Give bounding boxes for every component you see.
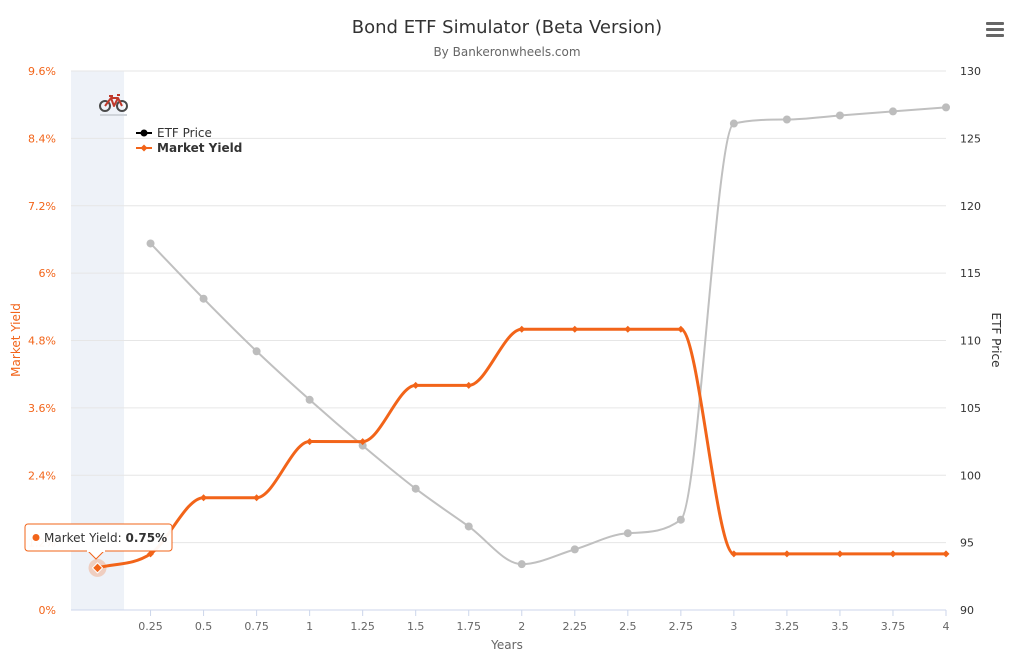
x-tick-label: 0.5: [195, 620, 213, 633]
data-point-market-yield[interactable]: [200, 494, 208, 502]
data-point-market-yield[interactable]: [518, 325, 526, 333]
axes: 0%1.2%2.4%3.6%4.8%6%7.2%8.4%9.6%90951001…: [28, 65, 981, 633]
x-tick-label: 3.5: [831, 620, 849, 633]
y-left-tick-label: 3.6%: [28, 402, 56, 415]
data-point-market-yield[interactable]: [677, 325, 685, 333]
tooltip-value: 0.75%: [126, 531, 168, 545]
y-left-tick-label: 7.2%: [28, 200, 56, 213]
data-point-etf-price[interactable]: [835, 111, 844, 120]
data-point-market-yield[interactable]: [730, 550, 738, 558]
legend-label-etf-price: ETF Price: [157, 126, 212, 140]
y-right-tick-label: 130: [960, 65, 981, 78]
y-left-tick-label: 6%: [39, 267, 56, 280]
y-left-tick-label: 4.8%: [28, 335, 56, 348]
x-tick-label: 1.25: [350, 620, 375, 633]
tooltip: Market Yield: 0.75%: [24, 523, 173, 560]
legend-item-market-yield[interactable]: Market Yield: [136, 141, 242, 155]
data-point-etf-price[interactable]: [888, 107, 897, 116]
data-point-market-yield[interactable]: [942, 550, 950, 558]
y-axis-right-title: ETF Price: [989, 313, 1003, 368]
x-tick-label: 3.75: [881, 620, 906, 633]
data-point-market-yield[interactable]: [253, 494, 261, 502]
data-point-market-yield[interactable]: [465, 381, 473, 389]
y-left-tick-label: 8.4%: [28, 132, 56, 145]
data-point-etf-price[interactable]: [411, 484, 420, 493]
chart-title: Bond ETF Simulator (Beta Version): [352, 17, 662, 38]
data-point-etf-price[interactable]: [252, 347, 261, 356]
data-point-etf-price[interactable]: [199, 294, 208, 303]
legend-item-etf-price[interactable]: ETF Price: [136, 126, 212, 140]
y-right-tick-label: 100: [960, 469, 981, 482]
legend-label-market-yield: Market Yield: [157, 141, 242, 155]
data-point-etf-price[interactable]: [305, 395, 314, 404]
x-tick-label: 0.75: [244, 620, 269, 633]
data-point-market-yield[interactable]: [91, 562, 104, 574]
y-right-tick-label: 90: [960, 604, 974, 617]
data-point-market-yield[interactable]: [412, 381, 420, 389]
series-layer: [88, 103, 950, 577]
data-point-etf-price[interactable]: [623, 529, 632, 538]
menu-icon[interactable]: [986, 22, 1004, 38]
data-point-market-yield[interactable]: [624, 325, 632, 333]
y-axis-left-title: Market Yield: [9, 303, 23, 377]
series-market-yield: [88, 325, 950, 577]
x-tick-label: 2.75: [669, 620, 694, 633]
x-tick-label: 1: [306, 620, 313, 633]
y-right-tick-label: 125: [960, 132, 981, 145]
tooltip-label: Market Yield:: [44, 531, 126, 545]
x-tick-label: 1.75: [456, 620, 481, 633]
data-point-etf-price[interactable]: [464, 522, 473, 531]
y-left-tick-label: 0%: [39, 604, 56, 617]
data-point-market-yield[interactable]: [571, 325, 579, 333]
data-point-market-yield[interactable]: [306, 438, 314, 446]
x-tick-label: 4: [943, 620, 950, 633]
y-right-tick-label: 110: [960, 335, 981, 348]
x-tick-label: 1.5: [407, 620, 425, 633]
data-point-etf-price[interactable]: [358, 441, 367, 450]
data-point-etf-price[interactable]: [942, 103, 950, 112]
y-left-tick-label: 9.6%: [28, 65, 56, 78]
x-tick-label: 0.25: [138, 620, 163, 633]
data-point-market-yield[interactable]: [359, 438, 367, 446]
x-tick-label: 3: [730, 620, 737, 633]
x-axis-title: Years: [490, 638, 523, 652]
data-point-etf-price[interactable]: [146, 239, 155, 248]
y-right-tick-label: 95: [960, 537, 974, 550]
y-left-tick-label: 2.4%: [28, 469, 56, 482]
series-line-etf-price: [149, 106, 947, 566]
data-point-etf-price[interactable]: [570, 545, 579, 554]
data-point-etf-price[interactable]: [729, 119, 738, 128]
series-line-market-yield: [97, 327, 946, 570]
x-tick-label: 2.25: [563, 620, 588, 633]
bicycle-logo-icon: [99, 94, 128, 116]
data-point-market-yield[interactable]: [889, 550, 897, 558]
data-point-etf-price[interactable]: [782, 115, 791, 124]
data-point-market-yield[interactable]: [783, 550, 791, 558]
svg-text:Market Yield: 0.75%: Market Yield: 0.75%: [44, 531, 167, 545]
data-point-etf-price[interactable]: [676, 515, 685, 524]
chart-subtitle: By Bankeronwheels.com: [433, 45, 580, 59]
y-right-tick-label: 120: [960, 200, 981, 213]
legend: ETF Price Market Yield: [136, 126, 242, 155]
data-point-market-yield[interactable]: [836, 550, 844, 558]
data-point-market-yield[interactable]: [147, 550, 155, 558]
y-right-tick-label: 115: [960, 267, 981, 280]
x-tick-label: 3.25: [775, 620, 800, 633]
y-right-tick-label: 105: [960, 402, 981, 415]
x-tick-label: 2.5: [619, 620, 637, 633]
x-tick-label: 2: [518, 620, 525, 633]
series-etf-price: [146, 103, 950, 569]
data-point-etf-price[interactable]: [517, 560, 526, 569]
